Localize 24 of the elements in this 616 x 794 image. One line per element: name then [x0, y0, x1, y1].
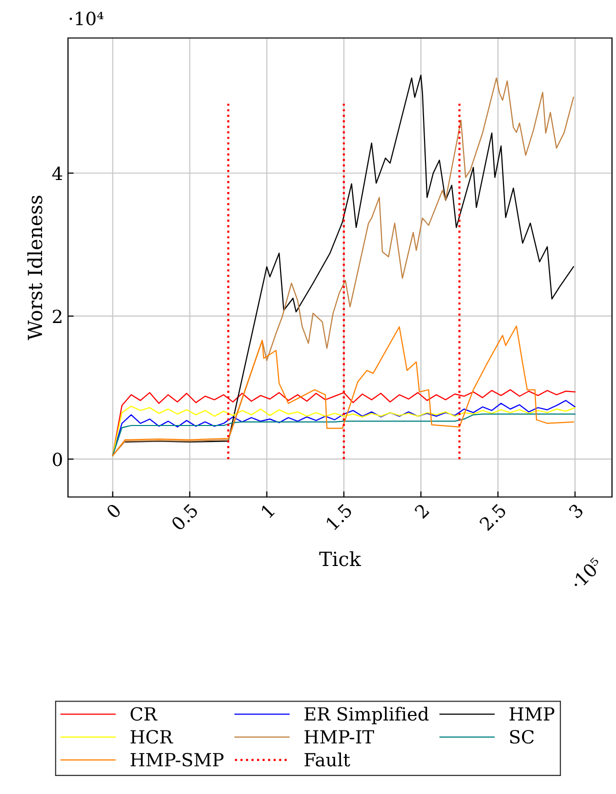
- legend-label: HMP: [510, 707, 554, 720]
- legend-label: HMP-IT: [304, 730, 374, 744]
- legend-label: HCR: [130, 730, 174, 744]
- y-tick-label: 2: [52, 310, 62, 323]
- x-tick-label: 3: [568, 503, 584, 519]
- line-series: [112, 326, 574, 456]
- text: ·10⁵: [570, 556, 604, 590]
- x-tick-label: 1.5: [325, 503, 353, 530]
- y-axis-title: Worst Idleness: [27, 196, 42, 340]
- legend-label: HMP-SMP: [130, 752, 224, 767]
- y-tick-label: 0: [52, 452, 62, 466]
- x-tick-label: 2.5: [478, 503, 507, 532]
- text: ·10⁴: [70, 12, 104, 26]
- x-axis-title: Tick: [319, 551, 362, 566]
- x-tick-label: 0: [106, 502, 122, 520]
- line-series: [112, 414, 576, 456]
- x-tick-label: 0.5: [170, 503, 199, 532]
- legend-label: CR: [130, 707, 158, 721]
- legend-label: Fault: [304, 752, 350, 767]
- x-tick-label: 1: [260, 504, 275, 518]
- legend-label: ER Simplified: [304, 706, 429, 724]
- legend-label: SC: [510, 730, 534, 744]
- x-tick-label: 2: [414, 503, 430, 519]
- y-tick-label: 4: [52, 166, 62, 180]
